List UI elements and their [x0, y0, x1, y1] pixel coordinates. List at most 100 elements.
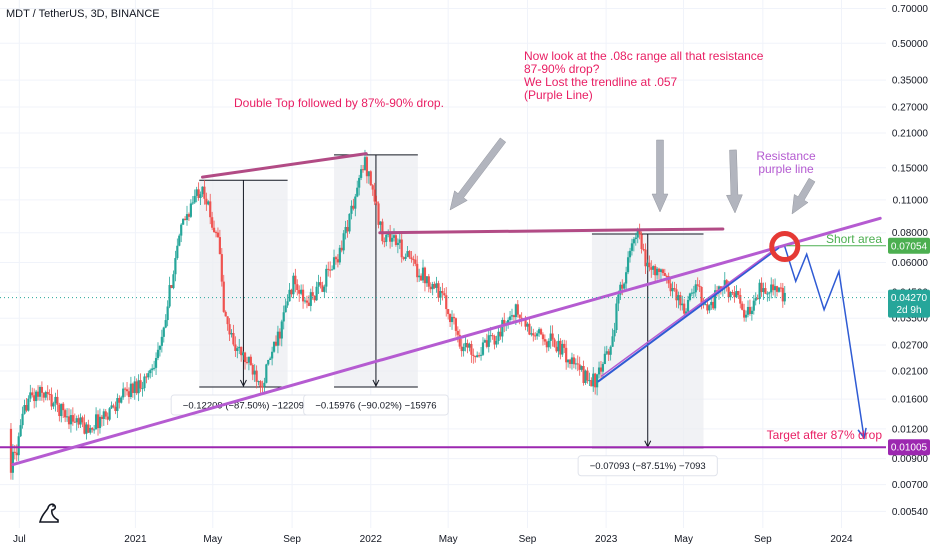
measure-label: −0.07093 (−87.51%) −7093 [590, 461, 706, 472]
candle-body [54, 396, 57, 404]
candle-body [673, 288, 676, 290]
candle-body [663, 273, 666, 276]
candle-body [81, 417, 84, 423]
candle-body [112, 405, 115, 407]
candle-body [582, 366, 585, 383]
y-tick-label: 0.70000 [892, 4, 929, 15]
candle-body [118, 398, 121, 403]
candle-body [570, 357, 574, 365]
candle-body [154, 358, 158, 368]
candle-body [56, 396, 59, 405]
candle-body [733, 292, 736, 298]
candle-body [634, 237, 637, 240]
candle-body [247, 356, 251, 363]
double-top-line [200, 152, 368, 179]
candle-body [48, 393, 51, 395]
candle-body [344, 227, 347, 234]
candle-body [690, 292, 694, 294]
candle-body [464, 342, 467, 348]
candle-body [530, 333, 533, 335]
candle-body [775, 286, 779, 292]
candle-body [719, 286, 723, 289]
candle-body [427, 276, 430, 287]
candle-body [197, 189, 200, 198]
candle-body [468, 343, 471, 348]
short-area-price: 0.07054 [891, 241, 928, 252]
candle-body [305, 300, 309, 303]
candle-body [712, 301, 715, 309]
candle-body [539, 329, 543, 335]
candle-body [508, 316, 512, 320]
candle-body [199, 194, 202, 198]
candle-body [170, 285, 173, 289]
range-note-line: Now look at the .08c range all that resi… [524, 49, 764, 63]
candle-body [276, 331, 280, 346]
candle-body [545, 341, 548, 348]
candle-body [31, 392, 34, 396]
candle-body [692, 292, 695, 294]
candle-body [214, 232, 218, 234]
candle-body [332, 257, 336, 270]
candle-body [578, 364, 581, 370]
x-tick-label: May [674, 534, 693, 545]
candle-body [561, 343, 564, 355]
candle-body [301, 289, 305, 302]
candle-body [67, 416, 71, 425]
candle-body [102, 411, 105, 419]
candle-body [361, 169, 365, 171]
candle-body [191, 202, 194, 204]
candle-body [100, 416, 103, 419]
candle-body [603, 353, 606, 364]
candle-body [526, 323, 529, 327]
candle-body [224, 311, 227, 317]
candle-body [429, 286, 432, 290]
candle-body [758, 282, 761, 300]
candle-body [704, 304, 707, 306]
candle-body [588, 380, 591, 382]
candle-body [474, 355, 477, 358]
x-tick-label: May [203, 534, 222, 545]
candle-body [216, 232, 220, 238]
candle-body [630, 243, 634, 251]
candle-body [265, 364, 268, 383]
candle-body [683, 303, 686, 314]
candle-body [195, 189, 198, 196]
candle-body [255, 370, 258, 382]
candle-body [448, 314, 452, 323]
candle-body [458, 334, 461, 347]
annotation-arrow [791, 177, 816, 215]
candle-body [87, 424, 90, 433]
candle-body [274, 341, 278, 346]
candle-body [201, 186, 204, 195]
candle-body [512, 315, 516, 318]
candle-body [688, 293, 692, 300]
target-annotation: Target after 87% drop [767, 428, 883, 442]
candle-body [143, 376, 146, 389]
candle-body [288, 289, 291, 302]
candle-body [145, 376, 148, 378]
candle-body [33, 395, 36, 402]
candle-body [408, 251, 411, 258]
candle-body [572, 357, 576, 365]
resistance-annotation-line: purple line [758, 162, 814, 176]
blue-support-line [597, 247, 780, 383]
candle-body [619, 284, 622, 295]
candle-body [625, 272, 628, 284]
candle-body [623, 283, 626, 289]
candle-body [714, 290, 717, 309]
candle-body [723, 280, 726, 288]
candle-body [750, 310, 753, 314]
candle-countdown: 2d 9h [896, 305, 921, 316]
candle-body [350, 205, 353, 214]
candle-body [141, 388, 144, 390]
candle-body [441, 291, 444, 294]
candle-body [406, 251, 409, 257]
last-price-badge [888, 289, 930, 318]
candle-body [58, 404, 61, 417]
candle-body [437, 283, 440, 298]
candle-body [425, 276, 428, 284]
candle-body [743, 309, 746, 318]
y-tick-label: 0.02100 [892, 367, 929, 378]
candle-body [551, 333, 554, 340]
